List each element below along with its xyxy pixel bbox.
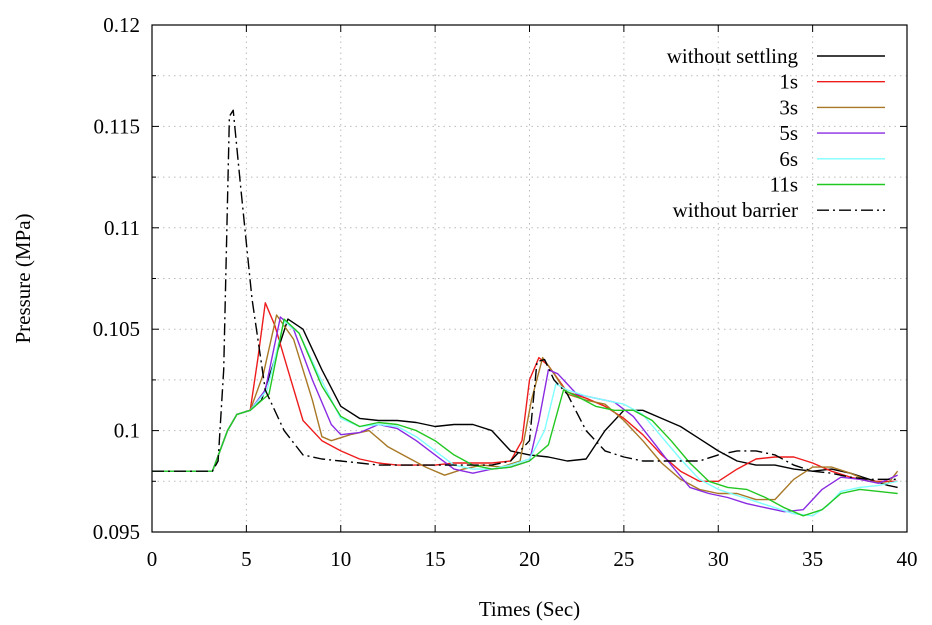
series-lines	[152, 109, 899, 517]
axis-ticks: 0 5 10 15 20 25 30 35 40 0.095 0.1 0.105 0.11 0.115 0.…	[93, 13, 918, 571]
x-tick-label: 5	[241, 547, 252, 571]
x-tick-label: 40	[897, 547, 918, 571]
x-tick-label: 15	[425, 547, 446, 571]
legend-label: without barrier	[673, 198, 798, 222]
legend-label: 6s	[779, 147, 798, 171]
legend-label: without settling	[667, 44, 799, 68]
series-line-0	[152, 318, 898, 489]
y-axis-label: Pressure (MPa)	[11, 213, 35, 343]
legend-label: 11s	[770, 173, 798, 197]
x-tick-label: 20	[519, 547, 540, 571]
x-axis-label: Times (Sec)	[479, 597, 580, 621]
x-tick-label: 10	[330, 547, 351, 571]
series-line-2	[152, 314, 899, 501]
series-line-5	[152, 318, 898, 517]
y-tick-label: 0.11	[104, 216, 140, 240]
series-line-6	[152, 109, 898, 480]
y-tick-label: 0.115	[94, 114, 140, 138]
x-tick-label: 0	[147, 547, 158, 571]
y-tick-label: 0.12	[103, 13, 140, 37]
legend-label: 1s	[779, 70, 798, 94]
y-tick-label: 0.105	[93, 317, 140, 341]
legend-label: 5s	[779, 121, 798, 145]
x-tick-label: 35	[802, 547, 823, 571]
y-tick-label: 0.1	[114, 419, 140, 443]
x-tick-label: 30	[708, 547, 729, 571]
grid-lines	[152, 25, 907, 532]
y-tick-label: 0.095	[93, 520, 140, 544]
x-tick-label: 25	[613, 547, 634, 571]
legend-label: 3s	[779, 95, 798, 119]
